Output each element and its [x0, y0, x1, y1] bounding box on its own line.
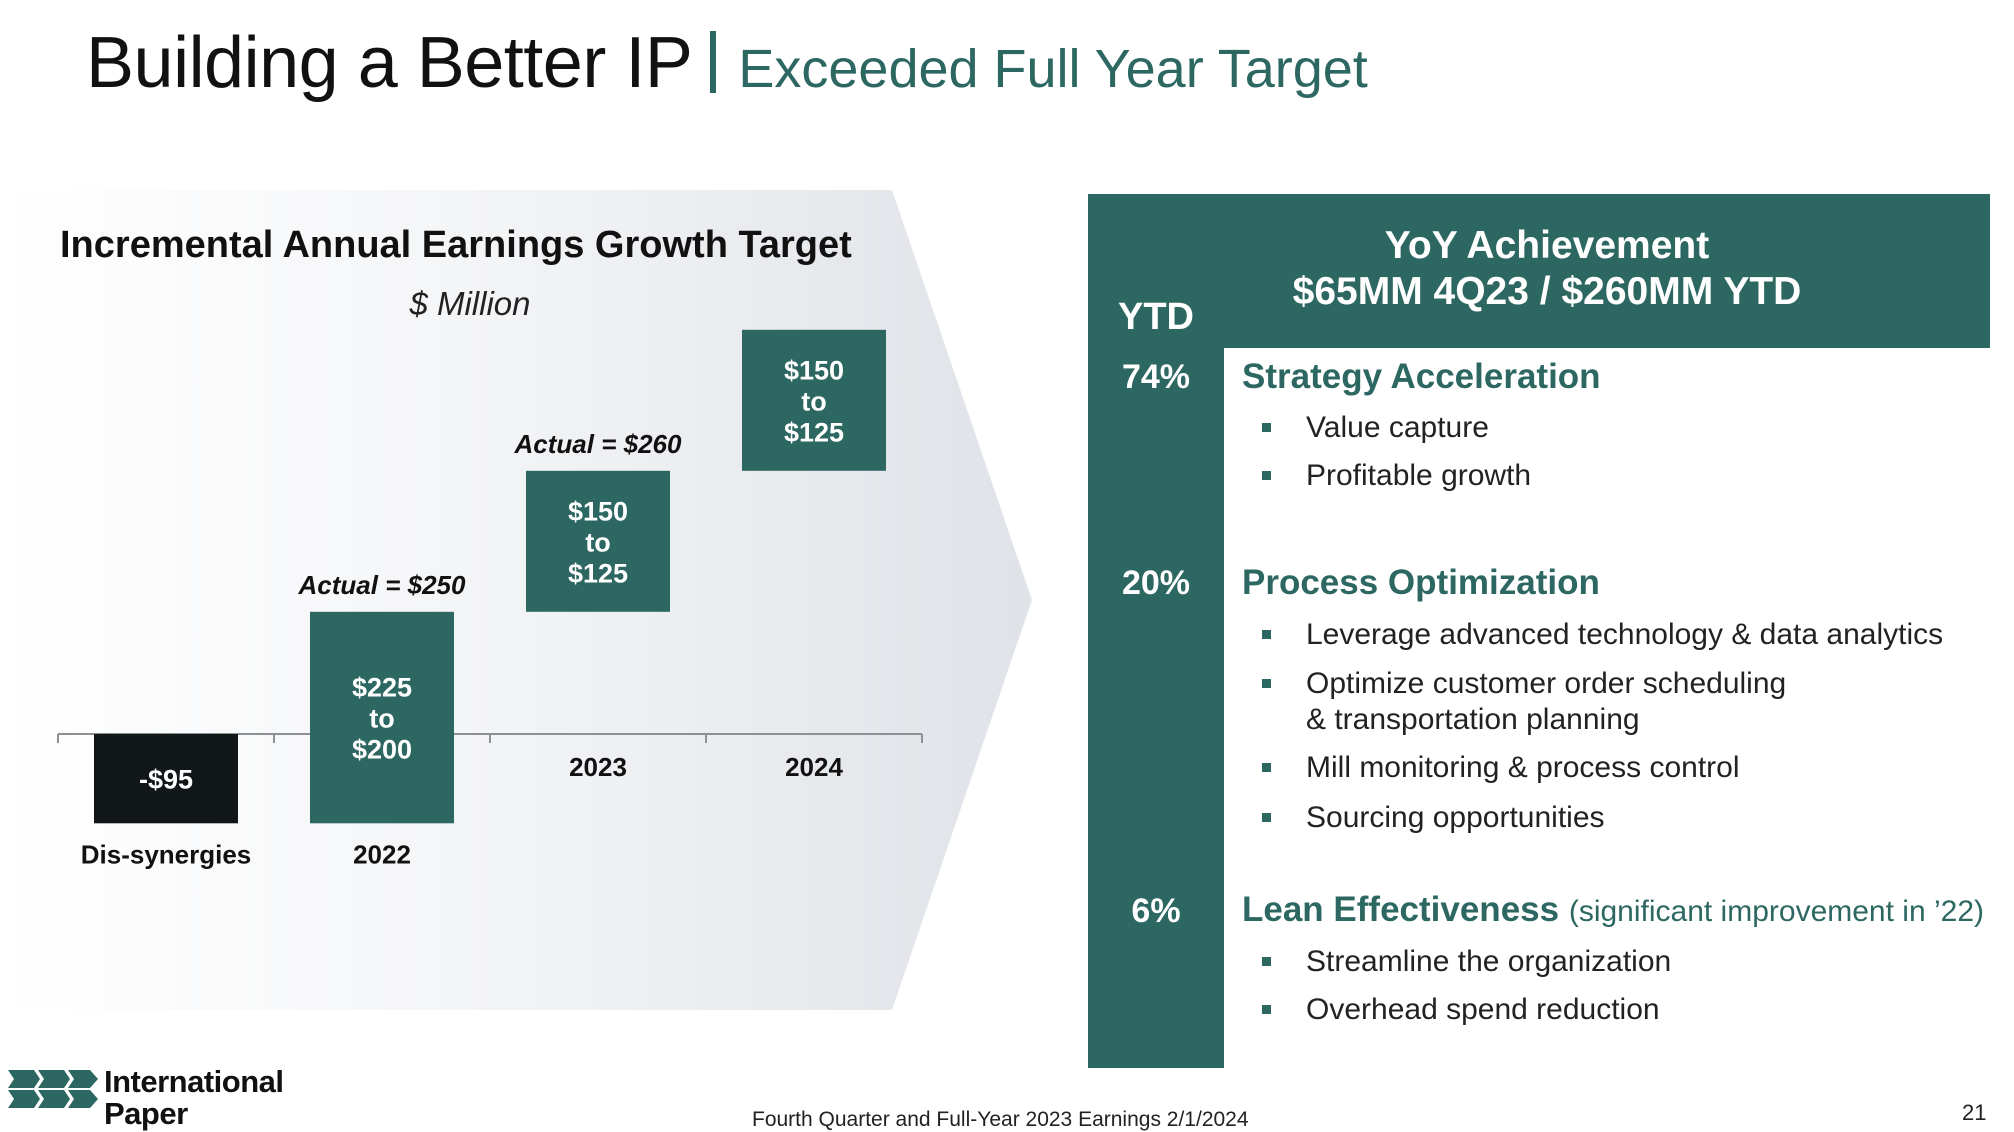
bullet-square-icon	[1262, 630, 1271, 639]
bar-value-label: $150 to $125	[784, 355, 844, 447]
section-3-pct: 6%	[1131, 892, 1181, 930]
actual-annotation: Actual = $250	[298, 570, 466, 600]
title-subtitle: Exceeded Full Year Target	[738, 39, 1368, 99]
section-2-title: Process Optimization	[1242, 563, 1600, 602]
bullet-square-icon	[1262, 957, 1271, 966]
section-3-title: Lean Effectiveness (significant improvem…	[1242, 890, 1984, 930]
page-number: 21	[1962, 1100, 1987, 1125]
ytd-label: YTD	[1118, 296, 1194, 338]
waterfall-chart: -$95 Dis-synergies $225 to $200 2022 $150 to $12…	[57, 329, 923, 869]
logo-wordmark: International Paper	[104, 1066, 284, 1130]
achievement-header	[1224, 194, 1990, 348]
footer-text: Fourth Quarter and Full-Year 2023 Earnin…	[752, 1108, 1249, 1131]
bar-value-label: $225 to $200	[352, 673, 412, 765]
chart-title: Incremental Annual Earnings Growth Targe…	[60, 224, 852, 266]
section-3-note: (significant improvement in ’22)	[1568, 895, 1984, 928]
logo-line-1: International	[104, 1064, 284, 1099]
section-1-pct: 74%	[1121, 358, 1191, 396]
section-3-title-text: Lean Effectiveness	[1242, 890, 1560, 929]
bullet-square-icon	[1262, 1005, 1271, 1014]
international-paper-logo-icon	[8, 1070, 98, 1108]
chart-unit-label: $ Million	[409, 285, 531, 322]
bar-value-label: $150 to $125	[568, 496, 628, 588]
bar-value-label: -$95	[139, 765, 193, 795]
category-label: 2022	[353, 839, 411, 869]
bar-2023	[526, 470, 670, 612]
bar-dis-synergies	[94, 734, 238, 824]
ytd-column	[1088, 194, 1224, 1068]
bullet-square-icon	[1262, 813, 1271, 822]
section-2-pct: 20%	[1121, 564, 1191, 602]
bar-2022	[310, 611, 454, 824]
achievement-subtitle: $65MM 4Q23 / $260MM YTD	[1292, 270, 1802, 313]
category-label: Dis-synergies	[81, 839, 252, 869]
title-separator	[710, 31, 717, 93]
actual-annotation: Actual = $260	[514, 429, 682, 459]
bullet-square-icon	[1262, 423, 1271, 432]
slide-title: Building a Better IP Exceeded Full Year T…	[86, 22, 1368, 104]
category-label: 2024	[785, 752, 843, 782]
bar-2024	[742, 329, 886, 471]
achievement-title: YoY Achievement	[1384, 224, 1710, 267]
bullet-square-icon	[1262, 763, 1271, 772]
bullet-square-icon	[1262, 679, 1271, 688]
bullet-square-icon	[1262, 471, 1271, 480]
title-main: Building a Better IP	[86, 23, 693, 103]
section-1-title: Strategy Acceleration	[1242, 357, 1601, 396]
logo-line-2: Paper	[104, 1096, 188, 1131]
category-label: 2023	[569, 752, 627, 782]
